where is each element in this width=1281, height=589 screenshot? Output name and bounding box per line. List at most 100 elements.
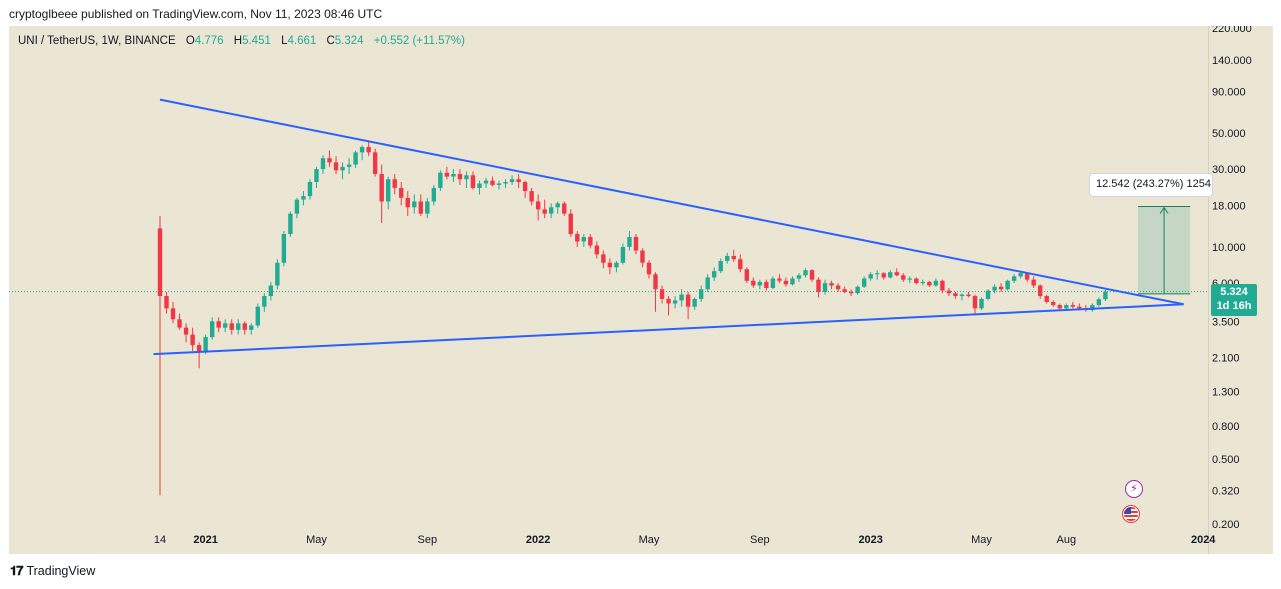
candle-body	[307, 182, 313, 197]
candle-body	[477, 183, 482, 188]
close-value: 5.324	[334, 35, 364, 47]
candle-body	[542, 209, 547, 214]
candle-body	[333, 162, 339, 171]
candle-body	[705, 277, 710, 290]
candle-body	[646, 262, 652, 275]
candle-body	[601, 254, 606, 263]
candle-body	[777, 278, 782, 281]
candle-body	[209, 321, 215, 338]
candle-body	[901, 275, 906, 280]
publisher-header: cryptoglbeee published on TradingView.co…	[9, 7, 383, 21]
y-tick-label: 10.000	[1212, 242, 1246, 254]
candle-body	[698, 289, 704, 299]
candle-body	[816, 279, 821, 292]
candle-body	[496, 183, 502, 185]
chart-legend: UNI / TetherUS, 1W, BINANCE O4.776 H5.45…	[18, 35, 465, 47]
x-tick-label: 2023	[858, 534, 882, 546]
candle-body	[457, 174, 463, 180]
tradingview-logo: 𝟏𝟕	[10, 563, 24, 578]
price-chart[interactable]: 0.2000.3200.5000.8001.3002.1003.5006.000…	[9, 26, 1273, 554]
symbol-info: UNI / TetherUS, 1W, BINANCE	[18, 35, 176, 47]
x-tick-label: May	[639, 534, 660, 546]
candle-body	[320, 158, 326, 170]
candle-body	[894, 272, 899, 276]
candle-body	[555, 203, 560, 208]
y-tick-label: 0.500	[1212, 454, 1240, 466]
candle-body	[164, 296, 169, 309]
y-tick-label: 30.000	[1212, 164, 1246, 176]
candle-body	[268, 285, 274, 297]
y-tick-label: 3.500	[1212, 316, 1240, 328]
candle-body	[640, 250, 645, 263]
candle-body	[725, 255, 730, 261]
candle-body	[242, 323, 247, 330]
candle-body	[327, 158, 332, 163]
candle-body	[796, 275, 802, 279]
candle-body	[744, 269, 749, 281]
candle-body	[509, 179, 515, 183]
candle-body	[848, 291, 854, 294]
high-value: 5.451	[242, 35, 271, 47]
candle-body	[216, 321, 221, 328]
low-label: L	[281, 35, 288, 47]
candle-body	[379, 174, 384, 202]
candle-body	[614, 262, 619, 268]
candle-body	[483, 180, 489, 184]
open-value: 4.776	[194, 35, 224, 47]
candle-body	[490, 180, 495, 185]
candle-body	[535, 201, 541, 210]
candle-body	[568, 213, 573, 235]
candle-body	[588, 237, 593, 246]
candle-body	[562, 203, 567, 214]
x-tick-label: May	[971, 534, 992, 546]
candle-body	[301, 196, 306, 200]
candle-body	[653, 274, 658, 290]
candle-body	[783, 280, 789, 285]
x-tick-label: 2021	[193, 534, 217, 546]
candle-body	[627, 237, 632, 247]
candle-body	[914, 278, 919, 284]
candle-body	[196, 345, 202, 352]
candle-body	[575, 234, 580, 242]
candle-body	[1096, 299, 1102, 306]
candle-body	[1011, 276, 1017, 281]
y-tick-label: 0.200	[1212, 519, 1240, 531]
candle-body	[229, 323, 234, 330]
measure-label[interactable]: 12.542 (243.27%) 1254	[1089, 173, 1213, 197]
candle-body	[346, 164, 352, 167]
candle-body	[933, 280, 939, 286]
chart-frame[interactable]: 0.2000.3200.5000.8001.3002.1003.5006.000…	[9, 26, 1273, 554]
candle-body	[907, 278, 912, 280]
y-tick-label: 220.000	[1212, 26, 1252, 35]
y-tick-label: 140.000	[1212, 55, 1252, 67]
candle-body	[1044, 296, 1049, 302]
lightning-icon[interactable]: ⚡	[1125, 480, 1143, 498]
candle-body	[275, 262, 280, 286]
candle-body	[281, 234, 287, 263]
candle-body	[223, 323, 228, 328]
candle-body	[1057, 305, 1062, 309]
candle-body	[177, 319, 182, 328]
candle-body	[359, 146, 365, 153]
close-label: C	[326, 35, 335, 47]
candle-body	[822, 283, 828, 292]
x-tick-label: 2024	[1191, 534, 1216, 546]
candle-body	[516, 179, 521, 183]
candle-body	[236, 323, 241, 330]
candle-body	[444, 172, 450, 177]
candle-body	[249, 325, 254, 330]
us-flag-icon[interactable]	[1122, 505, 1140, 523]
candle-body	[985, 290, 991, 299]
candle-body	[405, 197, 410, 208]
footer-brand[interactable]: 𝟏𝟕 TradingView	[10, 563, 95, 579]
candle-body	[425, 201, 430, 214]
candle-body	[790, 278, 795, 285]
candle-body	[372, 152, 378, 175]
candle-body	[418, 201, 423, 214]
change-value: +0.552 (+11.57%)	[373, 35, 465, 47]
candle-body	[203, 337, 208, 352]
candle-body	[972, 296, 978, 309]
x-tick-label: Sep	[418, 534, 438, 546]
candle-body	[340, 166, 345, 171]
candle-body	[1090, 305, 1095, 311]
